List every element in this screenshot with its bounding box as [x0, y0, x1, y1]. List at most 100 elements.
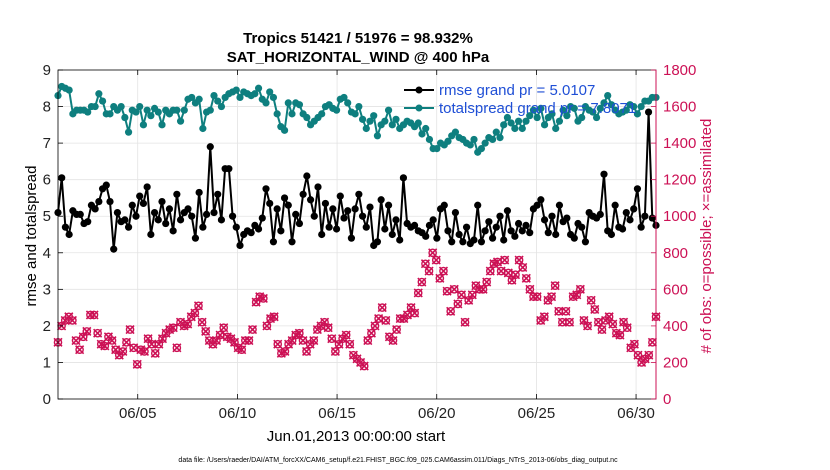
spread-point	[481, 139, 489, 147]
rmse-point	[280, 194, 289, 202]
obs-assimilated-stroke	[392, 324, 402, 335]
spread-point	[355, 102, 363, 111]
y-left-tick-label: 6	[43, 172, 51, 189]
spread-point	[511, 124, 519, 133]
obs-possible-marker	[615, 330, 625, 340]
y-left-tick-label: 2	[43, 318, 51, 335]
rmse-point	[470, 236, 478, 244]
obs-possible-marker	[457, 290, 466, 300]
obs-assimilated-stroke	[460, 317, 470, 327]
obs-possible-marker	[630, 339, 639, 349]
obs-assimilated-stroke	[363, 335, 373, 346]
rmse-point	[462, 223, 471, 231]
obs-marker	[201, 326, 211, 336]
spread-point	[303, 113, 311, 122]
obs-possible-marker	[522, 274, 531, 283]
obs-marker	[237, 345, 247, 355]
obs-assimilated-stroke	[67, 315, 77, 325]
obs-assimilated-stroke	[500, 255, 510, 265]
obs-assimilated-stroke	[370, 321, 380, 331]
rmse-point	[314, 183, 322, 191]
obs-marker	[244, 335, 254, 346]
obs-possible-marker	[590, 305, 600, 314]
obs-marker	[107, 335, 117, 346]
obs-marker	[121, 337, 132, 347]
rmse-point	[147, 230, 155, 239]
obs-assimilated-stroke	[93, 328, 103, 338]
spread-point	[124, 128, 133, 136]
y-right-tick-label: 1400	[663, 135, 696, 152]
rmse-point	[269, 238, 278, 246]
obs-possible-marker	[172, 343, 182, 353]
rmse-point	[176, 216, 185, 224]
obs-marker	[359, 361, 369, 371]
obs-marker	[590, 304, 600, 315]
spread-point	[210, 91, 218, 100]
rmse-point	[121, 216, 129, 224]
obs-possible-marker	[309, 336, 319, 345]
rmse-point	[310, 212, 318, 220]
spread-point	[503, 113, 512, 122]
obs-assimilated-stroke	[345, 339, 355, 349]
obs-possible-marker	[500, 255, 509, 265]
obs-marker	[392, 324, 402, 335]
rmse-point	[91, 205, 99, 213]
obs-assimilated-stroke	[71, 335, 81, 346]
obs-possible-marker	[413, 288, 423, 298]
obs-assimilated-stroke	[622, 323, 632, 333]
obs-assimilated-stroke	[129, 343, 139, 353]
obs-assimilated-stroke	[518, 262, 528, 272]
x-axis: 06/05 06/10 06/15 06/20 06/25 06/30	[119, 70, 655, 422]
obs-marker	[564, 317, 575, 327]
obs-assimilated-stroke	[201, 326, 211, 336]
spread-point	[344, 99, 352, 107]
obs-marker	[132, 359, 142, 369]
spread-point	[195, 95, 203, 103]
rmse-point	[321, 199, 330, 208]
spread-point	[117, 102, 125, 111]
spread-point	[381, 117, 389, 125]
obs-possible-marker	[561, 306, 571, 316]
spread-point	[526, 112, 534, 120]
obs-possible-marker	[439, 266, 448, 276]
rmse-point	[384, 201, 393, 209]
rmse-point	[500, 236, 508, 244]
y-axis-right-label: # of obs: o=possible; ×=assimilated	[698, 119, 715, 354]
obs-assimilated-stroke	[147, 339, 157, 349]
obs-assimilated-stroke	[428, 248, 438, 258]
obs-marker	[327, 334, 337, 344]
spread-point	[136, 102, 144, 111]
chart-title-line1: Tropics 51421 / 51976 = 98.932%	[243, 30, 473, 47]
obs-marker	[139, 346, 150, 357]
obs-possible-marker	[608, 319, 618, 329]
spread-point	[217, 102, 226, 111]
rmse-point	[451, 208, 460, 217]
obs-possible-marker	[259, 294, 268, 303]
spread-point	[589, 108, 597, 116]
obs-assimilated-stroke	[273, 339, 283, 349]
obs-assimilated-stroke	[597, 324, 607, 335]
obs-marker	[388, 335, 398, 346]
rmse-point	[95, 198, 103, 206]
y-right-tick-label: 200	[663, 354, 688, 371]
rmse-point	[65, 230, 73, 239]
obs-marker	[71, 335, 81, 346]
rmse-point	[299, 190, 307, 198]
obs-assimilated-stroke	[482, 277, 492, 287]
spread-point	[95, 90, 103, 98]
obs-assimilated-stroke	[229, 337, 240, 347]
spread-point	[158, 121, 166, 129]
spread-point	[522, 117, 530, 125]
rmse-point	[637, 223, 645, 231]
spread-point	[518, 124, 526, 133]
rmse-point	[496, 212, 504, 220]
rmse-point	[340, 214, 348, 222]
rmse-point	[641, 212, 649, 220]
obs-possible-marker	[140, 347, 149, 356]
obs-possible-marker	[237, 345, 247, 354]
rmse-point	[110, 245, 118, 253]
rmse-point	[570, 234, 578, 242]
rmse-point	[258, 214, 266, 222]
rmse-point	[195, 188, 203, 197]
obs-possible-marker	[518, 263, 528, 272]
